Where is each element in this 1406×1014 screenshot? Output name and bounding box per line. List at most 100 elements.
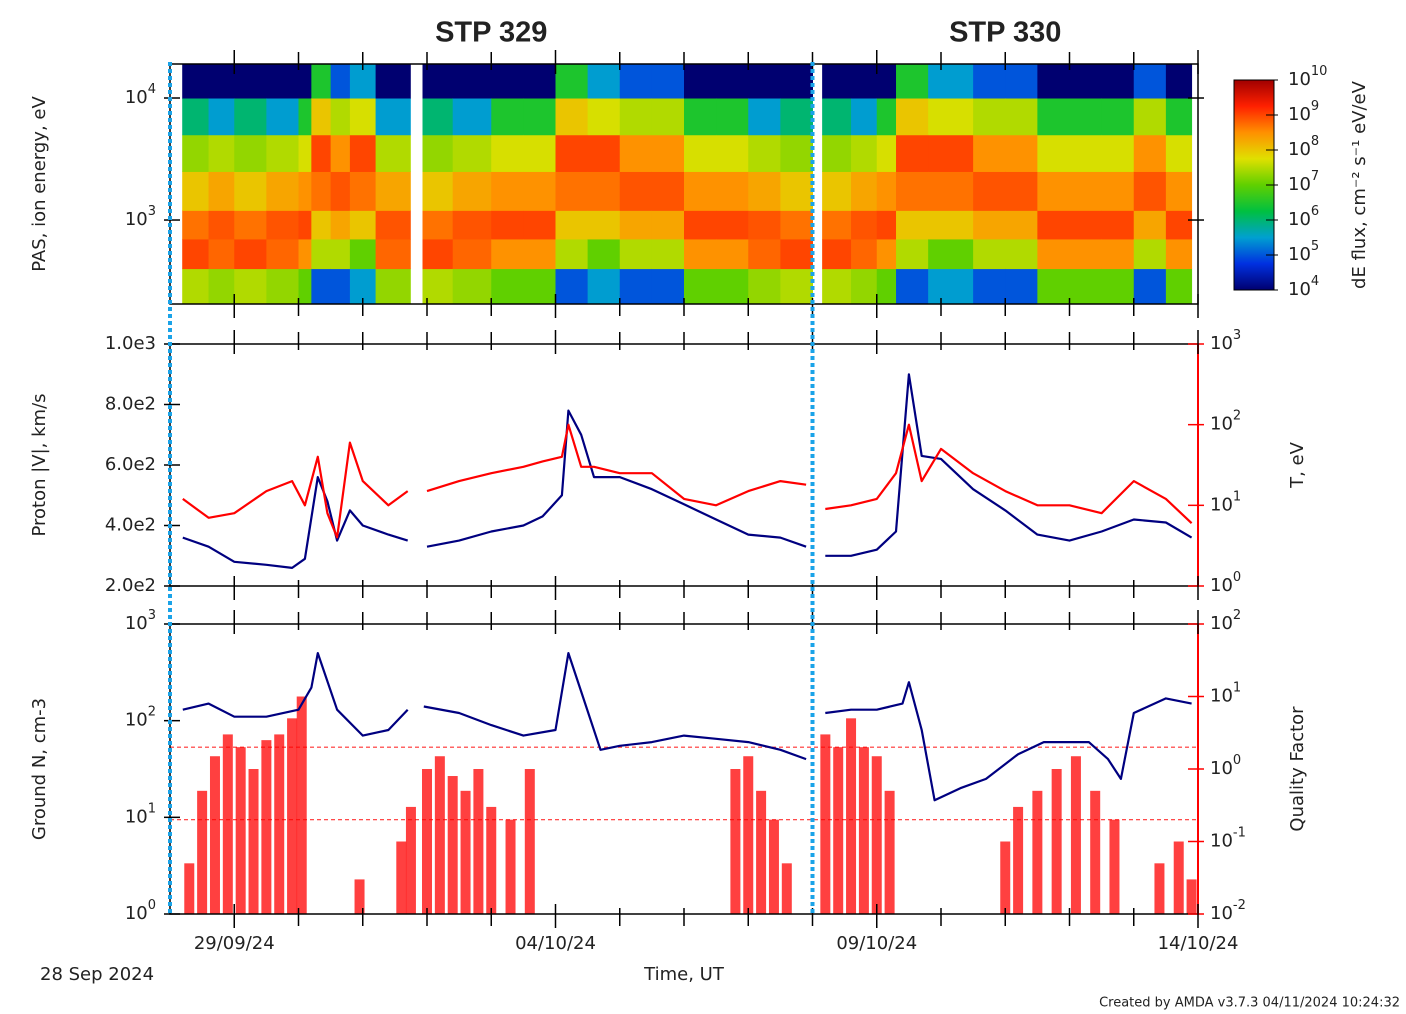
spectrogram-cell (822, 134, 852, 172)
spectrogram-cell (555, 268, 589, 305)
spectrogram-cell (896, 64, 929, 99)
y2-tick-label: 101 (1210, 489, 1241, 516)
quality-bar (486, 806, 497, 914)
spectrogram-cell (1133, 98, 1167, 136)
y2-tick-label-base: 10 (1210, 613, 1233, 634)
spectrogram-cell (928, 210, 974, 240)
colorbar-tick-label-exponent: 4 (1311, 274, 1319, 289)
y-tick-label-exponent: 1 (148, 801, 156, 816)
colorbar-tick-label-base: 10 (1288, 104, 1311, 125)
spectrogram-cell (311, 268, 332, 305)
spectrogram-cell (375, 238, 411, 270)
quality-bar (730, 769, 741, 914)
spectrogram-cell (748, 210, 781, 240)
spectrogram-cell (748, 134, 781, 172)
y2-tick-label-exponent: 0 (1233, 753, 1241, 768)
quality-bar (505, 819, 516, 914)
colorbar-tick-label: 1010 (1288, 64, 1327, 91)
spectrogram-cell (349, 98, 377, 136)
quality-bar (1090, 790, 1101, 914)
spectrogram-cell (452, 268, 492, 305)
y2-tick-label-base: 10 (1210, 414, 1233, 435)
colorbar-tick-label: 107 (1288, 169, 1319, 196)
spectrogram-cell (1037, 210, 1070, 240)
colorbar-tick-label: 108 (1288, 134, 1319, 161)
spectrogram-cell (1165, 210, 1193, 240)
spectrogram-cell (619, 171, 653, 211)
spectrogram-cell (876, 98, 897, 136)
spectrogram-cell (452, 134, 492, 172)
spectrogram-cell (1005, 238, 1038, 270)
quality-bar (820, 734, 831, 914)
spectrogram-cell (555, 64, 589, 99)
spectrogram-cell (208, 98, 235, 136)
y-tick-label-base: 10 (125, 87, 148, 108)
colorbar-tick-label-base: 10 (1288, 139, 1311, 160)
panel-frame (169, 343, 1199, 587)
spectrogram-cell (851, 134, 878, 172)
spectrogram-cell (208, 64, 235, 99)
spectrogram-cell (748, 238, 781, 270)
quality-bar (768, 819, 779, 914)
spectrogram-cell (182, 238, 210, 270)
quality-bar (1013, 806, 1024, 914)
y-tick-label-base: 10 (125, 710, 148, 731)
quality-bar (197, 790, 208, 914)
y-tick-label: 102 (125, 704, 156, 731)
spectrogram-cell (266, 171, 299, 211)
panel-frame (169, 623, 1199, 915)
credit: Created by AMDA v3.7.3 04/11/2024 10:24:… (1099, 996, 1400, 1011)
spectrogram-cell (375, 98, 411, 136)
spectrogram-cell (651, 268, 685, 305)
spectrogram-cell (684, 238, 717, 270)
spectrogram-cell (1037, 268, 1070, 305)
spectrogram-cell (298, 98, 312, 136)
y2-tick-label: 100 (1210, 570, 1241, 597)
series-line (182, 373, 1193, 569)
y2-axis-label: T, eV (1287, 441, 1308, 489)
y-tick-label: 4.0e2 (105, 515, 156, 536)
spectrogram-cell (1037, 98, 1070, 136)
spectrogram-cell (266, 210, 299, 240)
spectrogram-cell (311, 98, 332, 136)
interval-label: STP 330 (949, 17, 1061, 49)
spectrogram-cell (876, 171, 897, 211)
spectrogram-cell (619, 98, 653, 136)
spectrogram-cell (716, 134, 749, 172)
spectrogram-cell (619, 210, 653, 240)
spectrogram-cell (452, 171, 492, 211)
spectrogram-cell (716, 171, 749, 211)
y-axis-label: Ground N, cm-3 (29, 698, 50, 840)
spectrogram-cell (780, 171, 813, 211)
spectrogram-cell (1101, 210, 1135, 240)
spectrogram-cell (851, 171, 878, 211)
spectrogram-cell (780, 268, 813, 305)
colorbar-tick-label: 104 (1288, 274, 1319, 301)
spectrogram-cell (349, 134, 377, 172)
spectrogram-cell (1165, 64, 1193, 99)
quality-bar (248, 769, 259, 914)
spectrogram-cell (851, 64, 878, 99)
spectrogram-cell (266, 134, 299, 172)
spectrogram-cell (422, 134, 454, 172)
quality-bar (1051, 769, 1062, 914)
spectrogram-cell (587, 171, 621, 211)
spectrogram-cell (555, 134, 589, 172)
y-tick-label-exponent: 0 (148, 898, 156, 913)
colorbar-tick-label-base: 10 (1288, 209, 1311, 230)
spectrogram-cell (748, 268, 781, 305)
spectrogram-cell (1069, 134, 1103, 172)
series-line (182, 423, 1193, 539)
spectrogram-cell (523, 238, 556, 270)
spectrogram-cell (973, 134, 1006, 172)
spectrogram-cell (266, 98, 299, 136)
spectrogram-cell (684, 64, 717, 99)
quality-bar (354, 879, 365, 914)
spectrogram-cell (298, 238, 312, 270)
spectrogram-cell (973, 64, 1006, 99)
spectrogram-cell (1005, 64, 1038, 99)
spectrogram-cell (1037, 134, 1070, 172)
spectrogram-cell (422, 238, 454, 270)
colorbar-tick-label-exponent: 6 (1311, 204, 1319, 219)
spectrogram-cell (208, 210, 235, 240)
